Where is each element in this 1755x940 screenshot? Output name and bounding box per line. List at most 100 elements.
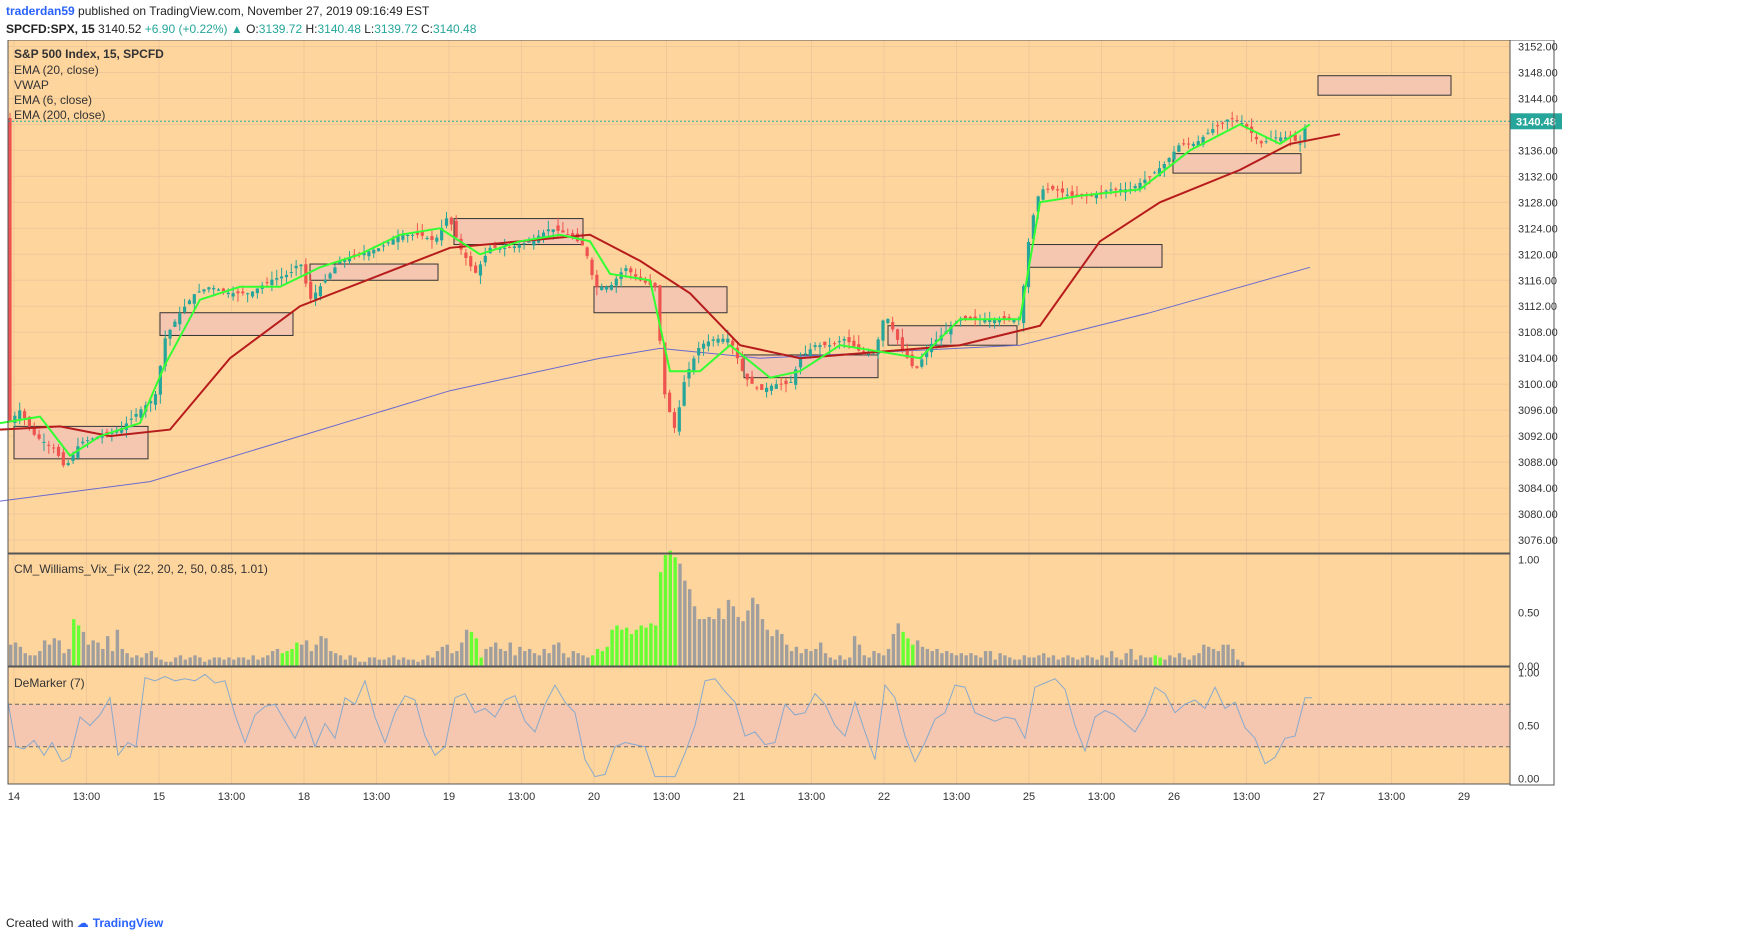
vix-bar <box>450 653 454 666</box>
vix-bar <box>1022 655 1027 666</box>
vix-bar <box>319 636 323 666</box>
vix-bar <box>251 655 255 666</box>
vix-bar <box>1177 653 1182 666</box>
y-tick-label: 3088.00 <box>1518 457 1558 469</box>
author-link[interactable]: traderdan59 <box>6 4 75 18</box>
bullish-candle <box>289 272 293 274</box>
bullish-candle <box>532 238 536 246</box>
vix-bar-green <box>649 623 653 666</box>
bearish-candle <box>1182 143 1186 145</box>
demarker-line <box>7 673 1312 778</box>
bearish-candle <box>968 316 972 320</box>
bullish-candle <box>726 338 730 343</box>
vix-bar <box>178 655 183 666</box>
vix-bar <box>1100 655 1104 666</box>
bearish-candle <box>905 349 909 358</box>
vix-bar <box>23 653 27 666</box>
bullish-candle <box>246 293 250 295</box>
vix-pane-title: CM_Williams_Vix_Fix (22, 20, 2, 50, 0.85… <box>14 562 268 576</box>
bearish-candle <box>750 376 754 384</box>
vix-bar <box>828 657 833 666</box>
bearish-candle <box>852 340 856 347</box>
bearish-candle <box>629 268 633 273</box>
vix-bar <box>1124 653 1128 666</box>
vix-y-tick-label: 0.50 <box>1518 608 1539 620</box>
vix-bar <box>1240 661 1245 666</box>
bearish-candle <box>595 274 599 287</box>
bullish-candle <box>153 394 158 405</box>
vix-bar <box>576 653 580 666</box>
bullish-candle <box>920 359 924 367</box>
bullish-candle <box>178 313 182 325</box>
bullish-candle <box>1012 319 1016 323</box>
bullish-candle <box>828 345 832 347</box>
vix-bar-green <box>605 646 609 666</box>
bearish-candle <box>474 265 478 273</box>
supply-demand-zone <box>13 425 149 460</box>
demarker-pane-title: DeMarker (7) <box>14 676 85 690</box>
bullish-candle <box>71 454 75 461</box>
bullish-candle <box>1109 189 1113 191</box>
trading-chart[interactable]: 14 13:00 15 13:00 18 13:00 19 13:00 20 13:00 21 13:… <box>0 40 1755 920</box>
vix-bar <box>848 657 852 666</box>
bullish-candle <box>367 251 371 257</box>
bearish-candle <box>575 233 580 242</box>
vix-bar <box>896 623 900 666</box>
x-tick-label: 18 <box>298 791 310 803</box>
high-label: H: <box>305 22 318 36</box>
vix-bar <box>96 642 100 666</box>
tradingview-logo-icon: ☁ <box>76 916 89 930</box>
vix-bar <box>377 659 381 666</box>
bullish-candle <box>406 234 410 237</box>
bearish-candle <box>1070 191 1074 196</box>
vix-bar <box>513 655 517 666</box>
vix-bar <box>688 589 692 666</box>
bullish-candle <box>1283 137 1288 140</box>
bullish-candle <box>168 329 172 339</box>
bullish-candle <box>541 232 546 239</box>
vix-bar <box>1076 659 1080 666</box>
bullish-candle <box>992 319 997 324</box>
bullish-candle <box>925 351 929 358</box>
vix-bar <box>571 651 575 666</box>
bullish-candle <box>1065 194 1069 196</box>
vix-bar <box>940 653 944 666</box>
bearish-candle <box>847 337 851 343</box>
bullish-candle <box>1036 196 1040 212</box>
vix-bar <box>115 629 120 666</box>
vix-bar-green <box>76 625 81 666</box>
bullish-candle <box>1274 137 1278 139</box>
vix-bar <box>212 657 217 666</box>
bullish-candle <box>1196 141 1200 146</box>
bullish-candle <box>226 292 230 295</box>
vix-bar <box>18 646 23 666</box>
vix-y-tick-label: 0.00 <box>1518 661 1539 673</box>
vix-bar <box>188 657 192 666</box>
bullish-candle <box>76 446 80 458</box>
vix-bar <box>455 651 459 666</box>
vix-bar <box>236 657 241 666</box>
bullish-candle <box>444 218 449 226</box>
bullish-candle <box>876 339 880 355</box>
vix-bar <box>106 636 110 666</box>
vix-bar <box>1095 659 1099 666</box>
tradingview-brand[interactable]: TradingView <box>92 916 164 930</box>
vix-bar <box>1080 657 1085 666</box>
vix-bar <box>1003 655 1007 666</box>
vix-bar-green <box>906 638 910 666</box>
vix-bar <box>38 651 42 666</box>
vix-bar-green <box>654 625 658 666</box>
bullish-candle <box>129 418 133 420</box>
open-value: 3139.72 <box>258 22 303 36</box>
vix-bar <box>1109 651 1114 666</box>
y-tick-label: 3076.00 <box>1518 535 1558 547</box>
vix-bar <box>144 653 149 666</box>
vix-bar <box>1226 644 1230 666</box>
vix-bar <box>1236 659 1240 666</box>
vix-bar <box>430 657 435 666</box>
price-pane-title: S&P 500 Index, 15, SPCFD <box>14 47 164 61</box>
x-tick-label: 13:00 <box>508 791 536 803</box>
vix-bar <box>159 659 163 666</box>
ohlc-header: SPCFD:SPX, 15 3140.52 +6.90 (+0.22%) ▲ O… <box>6 22 476 36</box>
vix-bar <box>692 606 697 666</box>
